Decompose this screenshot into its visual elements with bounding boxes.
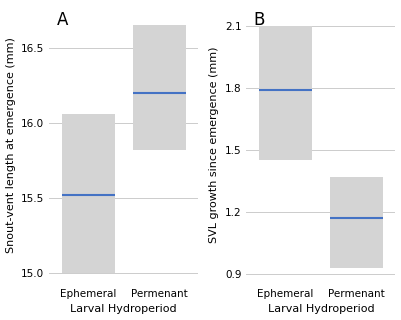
Y-axis label: Snout-vent length at emergence (mm): Snout-vent length at emergence (mm) bbox=[6, 37, 16, 253]
X-axis label: Larval Hydroperiod: Larval Hydroperiod bbox=[71, 304, 177, 315]
Bar bbox=[330, 177, 383, 268]
Text: B: B bbox=[254, 11, 265, 29]
Bar bbox=[259, 26, 312, 160]
Text: A: A bbox=[57, 11, 68, 29]
X-axis label: Larval Hydroperiod: Larval Hydroperiod bbox=[267, 304, 374, 315]
Bar bbox=[62, 114, 115, 274]
Bar bbox=[133, 25, 186, 150]
Y-axis label: SVL growth since emergence (mm): SVL growth since emergence (mm) bbox=[209, 46, 219, 243]
